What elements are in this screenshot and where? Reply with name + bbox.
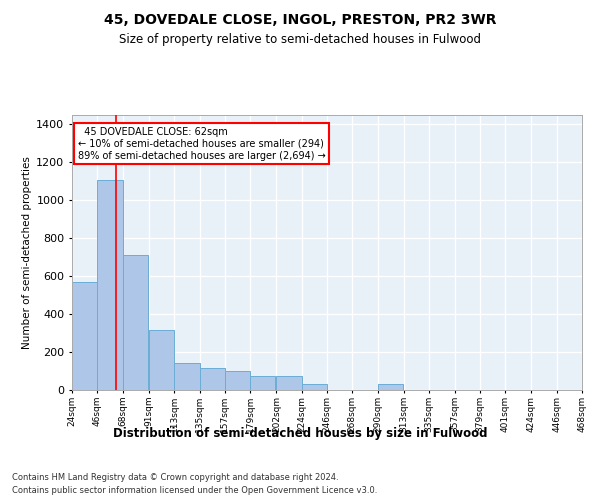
Bar bbox=[377, 384, 403, 390]
Bar bbox=[122, 256, 148, 390]
Text: Size of property relative to semi-detached houses in Fulwood: Size of property relative to semi-detach… bbox=[119, 32, 481, 46]
Bar bbox=[72, 282, 97, 390]
Text: Contains HM Land Registry data © Crown copyright and database right 2024.: Contains HM Land Registry data © Crown c… bbox=[12, 472, 338, 482]
Bar bbox=[97, 180, 122, 390]
Bar bbox=[225, 371, 250, 390]
Text: 45 DOVEDALE CLOSE: 62sqm
← 10% of semi-detached houses are smaller (294)
89% of : 45 DOVEDALE CLOSE: 62sqm ← 10% of semi-d… bbox=[78, 128, 325, 160]
Text: 45, DOVEDALE CLOSE, INGOL, PRESTON, PR2 3WR: 45, DOVEDALE CLOSE, INGOL, PRESTON, PR2 … bbox=[104, 12, 496, 26]
Bar bbox=[149, 330, 174, 390]
Text: Contains public sector information licensed under the Open Government Licence v3: Contains public sector information licen… bbox=[12, 486, 377, 495]
Bar bbox=[199, 368, 225, 390]
Bar bbox=[277, 376, 302, 390]
Bar bbox=[302, 384, 327, 390]
Text: Distribution of semi-detached houses by size in Fulwood: Distribution of semi-detached houses by … bbox=[113, 428, 487, 440]
Y-axis label: Number of semi-detached properties: Number of semi-detached properties bbox=[22, 156, 32, 349]
Bar bbox=[174, 364, 199, 390]
Bar bbox=[250, 376, 275, 390]
